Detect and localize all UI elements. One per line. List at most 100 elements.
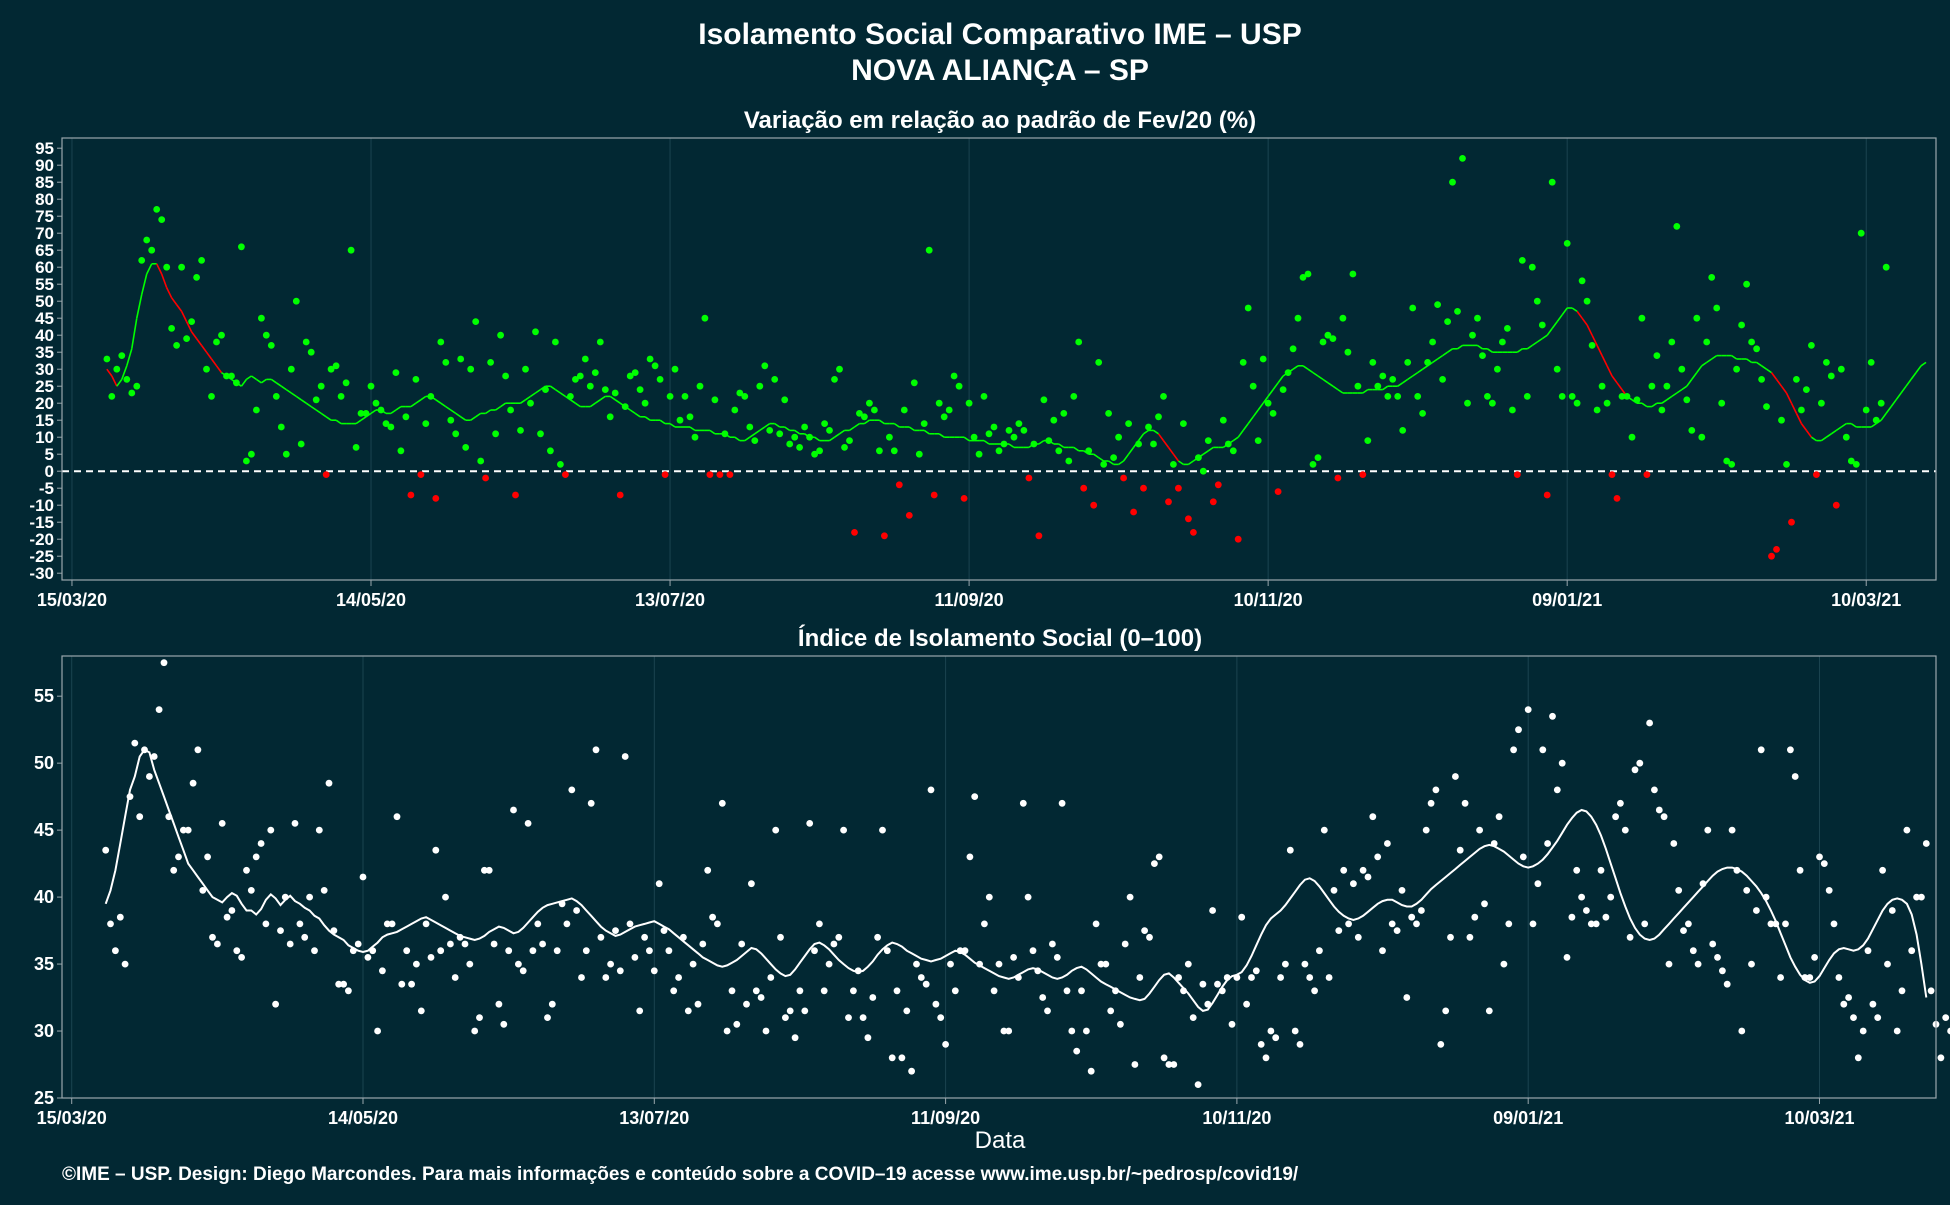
chart1-data-point bbox=[1329, 335, 1337, 342]
chart1-data-point bbox=[1030, 440, 1038, 448]
chart1-data-point bbox=[965, 399, 973, 407]
chart1-data-point bbox=[1808, 342, 1815, 349]
chart1-data-point bbox=[1374, 382, 1382, 390]
chart1-data-point bbox=[1608, 471, 1616, 478]
chart2-data-point bbox=[1544, 840, 1551, 847]
chart2-data-point bbox=[1471, 913, 1479, 921]
chart1-data-point bbox=[980, 393, 988, 400]
chart1-ytick-label: 55 bbox=[35, 275, 54, 294]
chart2-data-point bbox=[204, 853, 212, 861]
chart1-data-point bbox=[168, 325, 176, 332]
chart1-data-point bbox=[387, 423, 395, 431]
chart1-trend-segment bbox=[1108, 460, 1115, 466]
chart1-data-point bbox=[1773, 546, 1780, 553]
chart2-data-point bbox=[1869, 1000, 1877, 1008]
chart2-data-point bbox=[277, 927, 284, 934]
chart1-data-point bbox=[1753, 345, 1760, 353]
chart2-data-point bbox=[951, 987, 959, 995]
chart1-data-point bbox=[1085, 447, 1093, 455]
chart2-data-point bbox=[1602, 913, 1610, 921]
chart2-data-point bbox=[214, 940, 221, 948]
chart2-data-point bbox=[1762, 893, 1770, 901]
chart1-data-point bbox=[851, 529, 858, 536]
chart1-data-point bbox=[881, 532, 888, 540]
chart2-data-point bbox=[1709, 940, 1717, 948]
chart1-trend-segment bbox=[1671, 392, 1678, 398]
chart1-xtick-label: 13/07/20 bbox=[635, 590, 705, 610]
chart2-data-point bbox=[1573, 866, 1581, 874]
chart1-data-point bbox=[1145, 423, 1152, 431]
chart1-data-point bbox=[1060, 410, 1068, 417]
chart1-data-point bbox=[258, 314, 265, 322]
chart1-data-point bbox=[1354, 382, 1362, 390]
chart2-data-point bbox=[786, 1007, 794, 1015]
chart1-title: Variação em relação ao padrão de Fev/20 … bbox=[744, 107, 1256, 134]
chart1-data-point bbox=[1045, 437, 1053, 444]
chart1-data-point bbox=[651, 362, 659, 370]
chart1-data-point bbox=[1055, 447, 1063, 455]
chart1-data-point bbox=[731, 406, 739, 414]
chart2-data-point bbox=[694, 1000, 702, 1008]
chart1-data-point bbox=[417, 471, 425, 478]
chart2-data-point bbox=[1058, 799, 1066, 807]
chart1-data-point bbox=[292, 297, 300, 305]
chart2-data-point bbox=[879, 826, 886, 834]
chart1-data-point bbox=[796, 444, 803, 451]
chart2-data-point bbox=[801, 1007, 809, 1015]
chart2-data-point bbox=[1301, 960, 1309, 968]
chart1-data-point bbox=[1877, 399, 1885, 407]
chart1-data-point bbox=[736, 389, 744, 397]
chart1-data-point bbox=[1080, 484, 1088, 492]
chart1-trend-segment bbox=[1127, 446, 1135, 455]
chart2-data-point bbox=[1621, 826, 1629, 834]
chart2-data-point bbox=[1583, 907, 1590, 914]
chart2-data-point bbox=[811, 947, 818, 955]
chart2-data-point bbox=[1413, 920, 1420, 928]
chart1-trend-segment bbox=[1531, 341, 1538, 347]
chart2-data-point bbox=[1714, 954, 1721, 961]
chart1-data-point bbox=[606, 413, 614, 421]
chart2-data-point bbox=[830, 940, 838, 948]
chart2-data-point bbox=[1782, 920, 1789, 928]
chart1-trend-segment bbox=[1835, 426, 1842, 432]
chart2-data-point bbox=[1466, 933, 1474, 941]
chart1-data-point bbox=[900, 406, 908, 414]
chart1-trend-segment bbox=[599, 395, 606, 401]
chart2-data-point bbox=[1350, 880, 1357, 888]
chart1-trend-segment bbox=[1437, 354, 1444, 360]
chart2-data-point bbox=[1456, 846, 1464, 854]
chart2-data-point bbox=[393, 813, 401, 821]
chart1-data-point bbox=[1020, 427, 1028, 434]
chart1-trend-segment bbox=[495, 405, 502, 411]
chart1-trend-segment bbox=[146, 263, 153, 275]
chart2-data-point bbox=[1481, 900, 1488, 908]
chart1-data-point bbox=[238, 243, 245, 251]
chart1-data-point bbox=[1837, 365, 1845, 373]
chart1-data-point bbox=[1578, 277, 1586, 285]
chart2-data-point bbox=[908, 1067, 915, 1075]
chart2-data-point bbox=[1078, 987, 1085, 995]
chart1-trend-segment bbox=[165, 287, 173, 299]
chart2-data-point bbox=[1306, 974, 1314, 981]
chart1-trend-segment bbox=[1232, 436, 1239, 442]
chart1-data-point bbox=[282, 450, 290, 458]
chart1-trend-segment bbox=[1247, 416, 1254, 425]
chart2-data-point bbox=[437, 947, 445, 955]
chart2-data-point bbox=[1461, 799, 1469, 807]
chart1-data-point bbox=[1434, 301, 1441, 308]
chart2-data-point bbox=[1859, 1027, 1867, 1035]
chart1-data-point bbox=[352, 444, 360, 451]
chart2-data-point bbox=[320, 887, 328, 894]
x-axis-label: Data bbox=[975, 1127, 1026, 1154]
chart1-ytick-label: 0 bbox=[45, 462, 54, 481]
chart1-trend-segment bbox=[1272, 382, 1279, 391]
chart1-trend-segment bbox=[829, 436, 835, 442]
chart1-ytick-label: 85 bbox=[35, 173, 54, 192]
chart2-data-point bbox=[1437, 1041, 1445, 1048]
chart2-data-point bbox=[684, 1007, 692, 1015]
chart1-data-point bbox=[1259, 355, 1267, 363]
chart1-data-point bbox=[1239, 359, 1247, 366]
chart2-data-point bbox=[1617, 799, 1624, 807]
chart1-data-point bbox=[442, 359, 450, 366]
chart1-data-point bbox=[1673, 223, 1681, 230]
